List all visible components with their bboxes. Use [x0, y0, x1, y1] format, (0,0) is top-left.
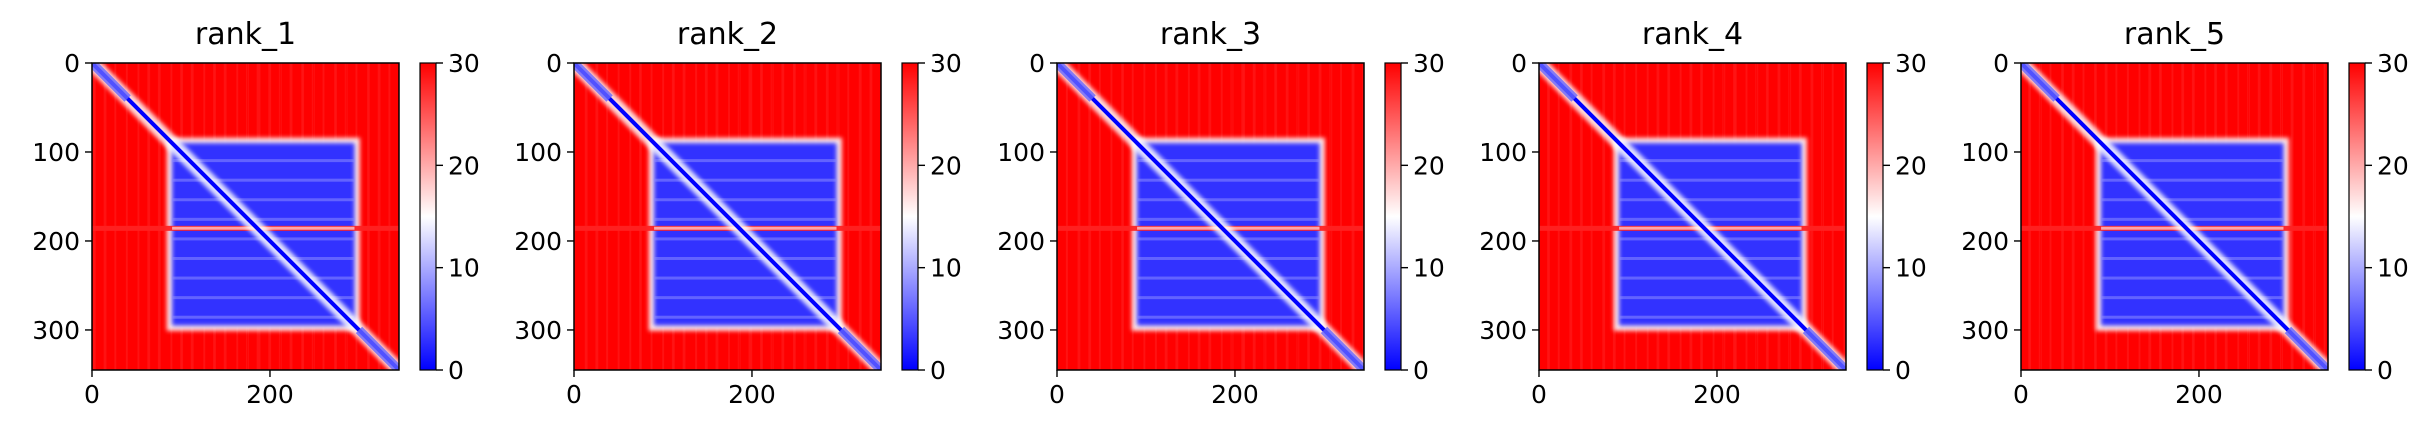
- colorbar-tick-label: 10: [1895, 254, 1927, 283]
- y-tick-label: 300: [1479, 316, 1527, 345]
- axes-frame: [573, 62, 882, 371]
- y-tick-label: 0: [546, 49, 562, 78]
- colorbar-tick-label: 0: [1895, 356, 1911, 385]
- colorbar-tick-label: 10: [448, 254, 480, 283]
- heatmap-image: [1057, 63, 1364, 370]
- x-tick-label: 0: [2013, 380, 2029, 409]
- colorbar-tick-label: 10: [1413, 254, 1445, 283]
- y-tick-label: 100: [997, 138, 1045, 167]
- colorbar: [1384, 62, 1402, 371]
- heatmap-diagonal: [1057, 63, 1364, 370]
- colorbar-tick-label: 20: [448, 151, 480, 180]
- colorbar-tick-label: 20: [1895, 151, 1927, 180]
- x-tick-label: 0: [566, 380, 582, 409]
- x-tick-label: 0: [84, 380, 100, 409]
- x-tick-label: 0: [1531, 380, 1547, 409]
- x-tick-label: 200: [246, 380, 294, 409]
- y-tick-label: 200: [1479, 227, 1527, 256]
- axes-frame: [91, 62, 400, 371]
- heatmap-panel-2: rank_2 0 200 0 100 200 300 0 10 20 30: [514, 17, 962, 409]
- colorbar-tick-label: 30: [2377, 49, 2409, 78]
- y-tick-label: 200: [514, 227, 562, 256]
- colorbar-tick-label: 30: [1413, 49, 1445, 78]
- y-tick-label: 0: [1029, 49, 1045, 78]
- panel-title: rank_1: [195, 17, 296, 52]
- heatmap-diagonal: [574, 63, 881, 370]
- heatmap-image: [2021, 63, 2328, 370]
- colorbar-tick-label: 0: [448, 356, 464, 385]
- colorbar: [419, 62, 437, 371]
- colorbar-tick-label: 20: [1413, 151, 1445, 180]
- colorbar-tick-label: 30: [1895, 49, 1927, 78]
- heatmap-panel-1: rank_1 0 200 0 100 200 300 0 10 20 30: [32, 17, 480, 409]
- colorbar-tick-label: 30: [448, 49, 480, 78]
- colorbar-tick-label: 10: [2377, 254, 2409, 283]
- colorbar-tick-label: 20: [2377, 151, 2409, 180]
- y-tick-label: 0: [1993, 49, 2009, 78]
- x-tick-label: 200: [1211, 380, 1259, 409]
- y-tick-label: 300: [32, 316, 80, 345]
- colorbar-tick-label: 30: [930, 49, 962, 78]
- colorbar-tick-label: 0: [930, 356, 946, 385]
- y-tick-label: 300: [997, 316, 1045, 345]
- colorbar-tick-label: 10: [930, 254, 962, 283]
- colorbar: [2348, 62, 2366, 371]
- heatmap-panel-3: rank_3 0 200 0 100 200 300 0 10 20 30: [997, 17, 1445, 409]
- y-tick-label: 200: [32, 227, 80, 256]
- panel-title: rank_2: [677, 17, 778, 52]
- heatmap-diagonal: [92, 63, 399, 370]
- axes-frame: [1538, 62, 1847, 371]
- panel-title: rank_4: [1642, 17, 1743, 52]
- y-tick-label: 200: [997, 227, 1045, 256]
- colorbar: [901, 62, 919, 371]
- colorbar-tick-label: 20: [930, 151, 962, 180]
- colorbar-tick-label: 0: [2377, 356, 2393, 385]
- panel-title: rank_3: [1160, 17, 1261, 52]
- heatmap-diagonal: [2021, 63, 2328, 370]
- y-tick-label: 100: [1479, 138, 1527, 167]
- colorbar-tick-label: 0: [1413, 356, 1429, 385]
- heatmap-image: [92, 63, 399, 370]
- x-tick-label: 200: [2175, 380, 2223, 409]
- x-tick-label: 200: [728, 380, 776, 409]
- heatmap-image: [574, 63, 881, 370]
- y-tick-label: 200: [1961, 227, 2009, 256]
- panel-title: rank_5: [2124, 17, 2225, 52]
- heatmap-diagonal: [1539, 63, 1846, 370]
- y-tick-label: 300: [514, 316, 562, 345]
- y-tick-label: 100: [1961, 138, 2009, 167]
- y-tick-label: 0: [1511, 49, 1527, 78]
- axes-frame: [1056, 62, 1365, 371]
- heatmap-panel-5: rank_5 0 200 0 100 200 300 0 10 20 30: [1961, 17, 2409, 409]
- colorbar: [1866, 62, 1884, 371]
- heatmap-image: [1539, 63, 1846, 370]
- y-tick-label: 300: [1961, 316, 2009, 345]
- heatmap-panel-4: rank_4 0 200 0 100 200 300 0 10 20 30: [1479, 17, 1927, 409]
- y-tick-label: 100: [514, 138, 562, 167]
- y-tick-label: 0: [64, 49, 80, 78]
- x-tick-label: 0: [1049, 380, 1065, 409]
- y-tick-label: 100: [32, 138, 80, 167]
- axes-frame: [2020, 62, 2329, 371]
- x-tick-label: 200: [1693, 380, 1741, 409]
